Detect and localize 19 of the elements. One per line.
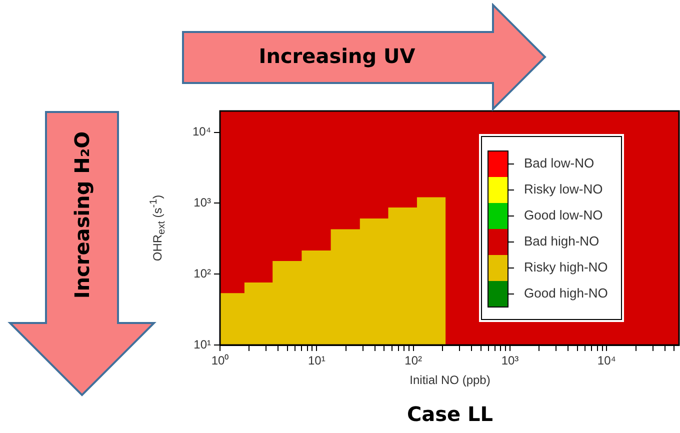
y-tick-label: 10² <box>194 266 212 280</box>
x-tick-label: 10⁰ <box>211 354 229 368</box>
text: Case LL <box>406 402 494 426</box>
legend-label: Good low-NO <box>524 208 603 223</box>
legend-label: Risky low-NO <box>524 182 603 197</box>
legend-label: Bad high-NO <box>524 234 600 249</box>
text: Increasing H₂O <box>70 131 94 299</box>
legend-label: Bad low-NO <box>524 156 594 171</box>
x-tick-label: 10³ <box>501 354 519 368</box>
legend-label: Risky high-NO <box>524 260 608 275</box>
x-tick-label: 10² <box>404 354 422 368</box>
x-axis-title: Initial NO (ppb) <box>410 373 490 387</box>
text: Increasing UV <box>258 44 416 68</box>
x-tick-label: 10¹ <box>308 354 326 368</box>
legend-label: Good high-NO <box>524 286 608 301</box>
y-tick-label: 10¹ <box>194 337 212 352</box>
y-tick-label: 10³ <box>194 196 212 210</box>
x-tick-label: 10⁴ <box>597 354 616 368</box>
y-tick-label: 10⁴ <box>192 124 211 139</box>
